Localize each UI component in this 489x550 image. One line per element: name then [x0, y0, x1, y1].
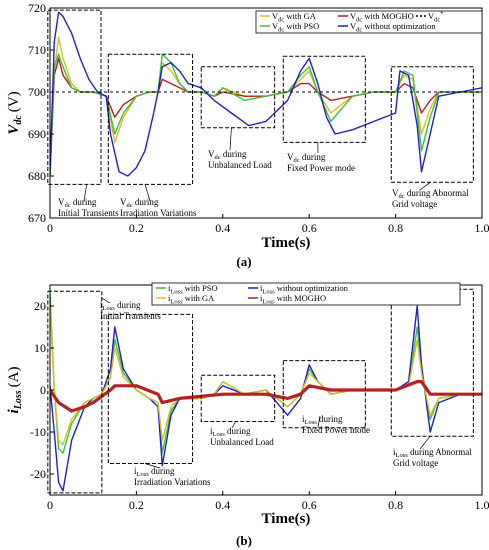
x-tick-label: 1.0 — [475, 221, 489, 235]
annotation-leader-1 — [144, 184, 151, 202]
x-tick-label: 0.2 — [129, 221, 144, 235]
y-tick-label: 720 — [28, 1, 46, 15]
x-tick-label: 0 — [47, 498, 53, 512]
annotation-text-4-0: Vdc during Abnormal — [392, 188, 469, 200]
x-tick-label: 0.8 — [388, 498, 403, 512]
legend-entry: Vdc* — [428, 11, 444, 24]
annotation-box-2 — [200, 374, 276, 422]
annotation-box-3 — [282, 360, 366, 429]
legend-box — [151, 282, 461, 306]
annotation-text-0-1: Initial Transients — [100, 311, 161, 321]
legend-entry: Vdc with GA — [272, 11, 317, 24]
panel-label: (a) — [236, 254, 251, 269]
y-tick-label: 690 — [28, 127, 46, 141]
legend-entry: iLoss with GA — [168, 293, 215, 306]
annotation-leader-2 — [231, 421, 237, 429]
legend-entry: Vdc with PSO — [272, 21, 319, 34]
x-tick-label: 0.6 — [302, 221, 317, 235]
plot-frame — [49, 7, 483, 219]
annotation-text-3-0: iLoss during — [302, 414, 343, 426]
legend: iLoss with PSO iLoss without optimization… — [151, 282, 461, 306]
x-tick-label: 0.6 — [302, 498, 317, 512]
y-tick-label: 710 — [28, 43, 46, 57]
legend-entry: iLoss with MOGHO — [260, 293, 326, 306]
annotation-text-1-0: Vdc during — [120, 197, 159, 209]
annotation-box-4 — [390, 288, 474, 437]
y-tick-label: 0 — [40, 383, 46, 397]
y-tick-label: 20 — [34, 299, 46, 313]
annotation-box-2 — [200, 66, 276, 129]
x-tick-label: 0.8 — [388, 221, 403, 235]
annotation-text-1-1: Irradiation Variations — [134, 477, 211, 487]
legend-entry: Vdc without optimization — [350, 21, 436, 34]
y-axis-label: Vdc(V) — [6, 91, 24, 134]
annotation-text-2-0: iLoss during — [210, 426, 251, 438]
annotation-leader-4 — [419, 182, 431, 191]
annotation-box-1 — [107, 313, 194, 464]
series-group — [50, 11, 482, 177]
y-tick-label: -10 — [30, 425, 46, 439]
annotation-text-1-1: Irradiation Variations — [120, 208, 197, 218]
annotation-text-2-1: Unbalanced Load — [210, 437, 274, 447]
x-axis-label: Time(s) — [262, 235, 311, 251]
annotation-leader-1 — [144, 463, 161, 469]
annotation-leader-4 — [419, 435, 431, 450]
annotation-box-4 — [390, 66, 474, 183]
x-tick-label: 0.4 — [215, 498, 230, 512]
annotation-leader-3 — [317, 415, 321, 428]
annotation-box-0 — [47, 9, 102, 185]
annotation-text-2-1: Unbalanced Load — [208, 160, 272, 170]
panel-label: (b) — [236, 533, 252, 548]
annotation-text-4-0: iLoss during Abnormal — [393, 447, 472, 459]
x-tick-label: 0.2 — [129, 498, 144, 512]
y-tick-label: 670 — [28, 211, 46, 225]
series-line-3 — [50, 11, 482, 177]
y-tick-label: -20 — [30, 467, 46, 481]
x-axis-label: Time(s) — [262, 511, 311, 527]
y-tick-label: 10 — [34, 341, 46, 355]
legend-entry: iLoss without optimization — [260, 283, 349, 296]
x-tick-label: 0.4 — [215, 221, 230, 235]
annotation-text-2-0: Vdc during — [208, 149, 247, 161]
legend-entry: iLoss with PSO — [168, 283, 218, 296]
annotation-leader-2 — [229, 127, 232, 151]
annotation-leader-0 — [100, 297, 111, 304]
annotation-text-1-0: iLoss during — [134, 466, 175, 478]
annotation-text-3-1: Fixed Power mode — [287, 163, 355, 173]
series-line-3 — [50, 380, 482, 413]
annotation-text-0-1: Initial Transients — [58, 208, 119, 218]
annotation-box-1 — [107, 53, 194, 185]
annotation-text-0-0: Vdc during — [58, 197, 97, 209]
annotation-text-0-0: iLoss during — [100, 300, 141, 312]
legend: Vdc with GA Vdc with MOGHO Vdc* Vdc with PS… — [255, 11, 483, 34]
annotation-text-4-1: Grid voltage — [393, 458, 438, 468]
annotation-text-3-0: Vdc during — [287, 152, 326, 164]
x-tick-label: 1.0 — [475, 498, 489, 512]
legend-entry: Vdc with MOGHO — [350, 11, 414, 24]
y-tick-label: 700 — [28, 85, 46, 99]
annotation-text-4-1: Grid voltage — [392, 199, 437, 209]
annotation-text-3-1: Fixed Power mode — [302, 425, 370, 435]
series-line-2 — [50, 53, 482, 177]
y-axis-label: iLoss(A) — [6, 367, 24, 414]
annotation-box-0 — [47, 290, 103, 494]
y-tick-label: 680 — [28, 169, 46, 183]
annotation-leader-0 — [83, 184, 88, 202]
series-group — [50, 293, 482, 492]
x-tick-label: 0 — [47, 221, 53, 235]
